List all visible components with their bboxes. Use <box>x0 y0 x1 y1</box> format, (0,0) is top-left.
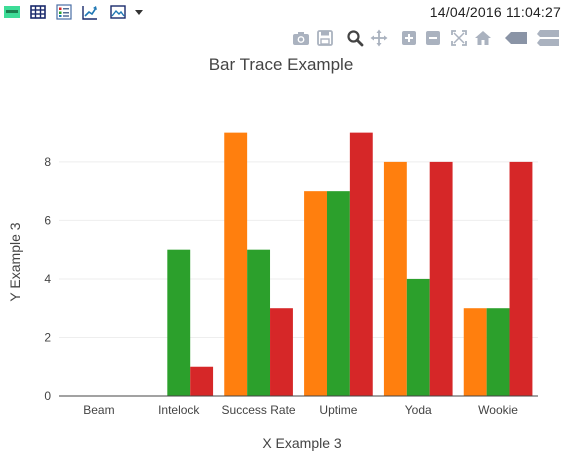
x-tick-label: Yoda <box>405 403 432 417</box>
bar[interactable] <box>270 308 293 396</box>
pan-icon[interactable] <box>370 29 388 47</box>
bar[interactable] <box>383 161 407 396</box>
camera-icon[interactable] <box>292 29 310 47</box>
zoom-out-icon[interactable] <box>424 29 442 47</box>
bar[interactable] <box>247 249 271 396</box>
chart-title: Bar Trace Example <box>209 55 354 74</box>
y-tick-label: 8 <box>44 155 51 169</box>
bar[interactable] <box>349 132 373 396</box>
grid-lines <box>59 161 538 338</box>
zoom-icon[interactable] <box>346 29 364 47</box>
x-tick-label: Uptime <box>319 403 357 417</box>
bar[interactable] <box>326 191 350 396</box>
zoom-in-icon[interactable] <box>400 29 418 47</box>
bar[interactable] <box>224 132 248 396</box>
x-axis-title: X Example 3 <box>262 435 342 451</box>
bar[interactable] <box>509 161 533 396</box>
html-badge-icon[interactable] <box>4 4 20 20</box>
axes: 0 2 4 6 8 Beam Intelock Success Rate Uptime Yoda W… <box>44 155 538 417</box>
y-tick-label: 4 <box>44 272 51 286</box>
hover-closest-icon[interactable] <box>504 29 528 47</box>
autoscale-icon[interactable] <box>450 29 468 47</box>
save-icon[interactable] <box>316 29 334 47</box>
x-tick-label: Intelock <box>158 403 200 417</box>
chart-line-icon[interactable] <box>82 4 98 20</box>
table-icon[interactable] <box>30 4 46 20</box>
plot-modebar <box>290 27 562 49</box>
bar[interactable] <box>486 308 510 396</box>
home-icon[interactable] <box>474 29 492 47</box>
x-tick-label: Success Rate <box>222 403 296 417</box>
x-tick-label: Beam <box>83 403 114 417</box>
x-tick-label: Wookie <box>478 403 518 417</box>
y-tick-label: 0 <box>44 389 51 403</box>
bar[interactable] <box>406 278 430 396</box>
bar[interactable] <box>190 366 214 396</box>
image-icon[interactable] <box>110 4 126 20</box>
top-toolbar: 14/04/2016 11:04:27 <box>0 0 563 24</box>
bar[interactable] <box>429 161 453 396</box>
bars[interactable] <box>167 132 533 396</box>
hover-compare-icon[interactable] <box>536 29 560 47</box>
y-tick-label: 6 <box>44 213 51 227</box>
y-tick-label: 2 <box>44 330 51 344</box>
y-axis-title: Y Example 3 <box>7 222 23 301</box>
bar[interactable] <box>304 191 327 396</box>
timestamp: 14/04/2016 11:04:27 <box>429 4 561 20</box>
bar[interactable] <box>463 308 487 396</box>
list-icon[interactable] <box>56 4 72 20</box>
dropdown-icon[interactable] <box>133 4 145 20</box>
bar[interactable] <box>167 249 191 396</box>
